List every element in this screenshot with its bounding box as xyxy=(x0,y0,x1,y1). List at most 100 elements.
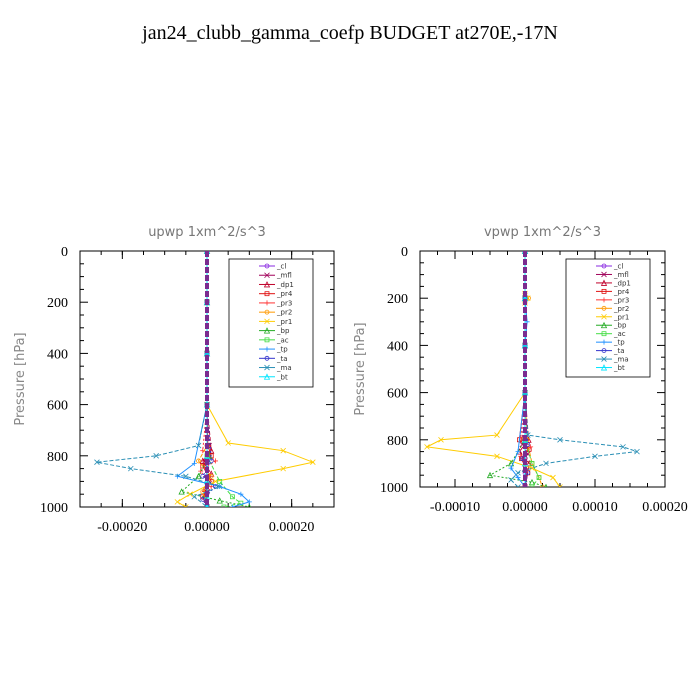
y-tick-label: 1000 xyxy=(380,481,408,496)
legend-label: _pr3 xyxy=(276,299,292,307)
legend-label: _ma xyxy=(613,356,629,364)
series-point-ma xyxy=(191,493,198,500)
series-point-pr2 xyxy=(540,484,545,487)
legend-label: _bp xyxy=(276,327,290,335)
series-point-pr1 xyxy=(424,444,430,450)
series-point-pr1 xyxy=(280,465,286,472)
series-point-ma xyxy=(204,504,210,507)
series-point-pr1 xyxy=(557,484,563,487)
series-point-ta xyxy=(208,458,214,464)
series-point-ma xyxy=(94,459,100,465)
series-point-pr1 xyxy=(212,478,219,485)
x-tick-label: 0.00020 xyxy=(269,520,315,535)
legend-marker xyxy=(601,339,607,345)
series-point-ma xyxy=(515,484,521,487)
series-point-ac xyxy=(529,460,535,466)
legend-box xyxy=(228,258,314,388)
series-point-tp xyxy=(515,475,521,481)
data-layer xyxy=(94,251,316,507)
series-point-dp1 xyxy=(199,457,206,464)
legend-label: _bt xyxy=(276,373,288,381)
plot-title: upwp 1xm^2/s^3 xyxy=(148,225,266,240)
y-axis-label: Pressure [hPa] xyxy=(13,332,28,425)
series-point-bp xyxy=(195,472,202,480)
series-point-tp xyxy=(515,449,521,455)
legend-label: _pr2 xyxy=(613,305,629,313)
legend-label: _pr1 xyxy=(613,313,629,321)
series-point-pr3 xyxy=(198,468,204,474)
legend-label: _dp1 xyxy=(613,279,631,287)
y-tick-label: 400 xyxy=(47,347,68,362)
series-point-ma xyxy=(592,453,598,460)
series-point-pr1 xyxy=(183,504,189,507)
legend-label: _tp xyxy=(613,339,625,347)
series-point-pr1 xyxy=(280,447,286,454)
series-point-pr1 xyxy=(494,453,500,460)
legend-marker xyxy=(264,300,270,306)
y-tick-label: 800 xyxy=(47,450,68,465)
y-tick-label: 0 xyxy=(61,245,68,260)
x-tick-label: 0.00000 xyxy=(184,520,230,535)
y-tick-label: 800 xyxy=(387,434,408,449)
y-tick-label: 600 xyxy=(387,387,408,402)
series-point-ta xyxy=(200,473,206,479)
plot-vpwp: vpwp 1xm^2/s^3 Pressure [hPa] 0 200 400 600 80… xyxy=(353,225,688,515)
legend-label: _ta xyxy=(276,355,288,363)
x-tick-label: 0.00000 xyxy=(502,500,548,515)
legend-label: _ac xyxy=(613,330,626,338)
legend-marker xyxy=(264,309,270,315)
series-point-pr1 xyxy=(225,440,231,446)
series-point-pr3 xyxy=(212,458,218,464)
legend-label: _cl xyxy=(613,263,623,271)
series-point-ma xyxy=(128,465,134,472)
series-point-ma xyxy=(183,473,189,480)
legend-label: _bt xyxy=(613,364,625,372)
legend-marker xyxy=(601,348,607,354)
data-layer xyxy=(424,251,640,487)
legend-label: _pr4 xyxy=(276,290,293,298)
legend-marker xyxy=(601,305,607,311)
legend-marker xyxy=(264,318,270,325)
y-tick-label: 200 xyxy=(387,292,408,307)
series-point-pr2 xyxy=(196,458,201,464)
legend-marker xyxy=(601,331,607,337)
series-point-bp xyxy=(486,471,494,479)
legend-box xyxy=(565,258,651,378)
series-point-ma xyxy=(515,470,521,476)
series-point-ma xyxy=(620,444,626,450)
legend-marker xyxy=(601,288,607,294)
series-point-ma xyxy=(634,448,640,455)
y-tick-label: 1000 xyxy=(40,501,68,516)
series-point-tp xyxy=(246,499,252,505)
legend-label: _pr2 xyxy=(276,309,292,317)
series-point-ac xyxy=(529,484,535,487)
plot-title: vpwp 1xm^2/s^3 xyxy=(484,225,601,240)
series-line-pr1 xyxy=(425,251,561,487)
legend-marker xyxy=(600,321,608,329)
legend-label: _pr3 xyxy=(613,296,629,304)
series-point-tp xyxy=(508,465,514,471)
series-point-pr3 xyxy=(518,434,524,440)
legend-marker xyxy=(264,346,270,352)
series-point-pr1 xyxy=(310,459,316,465)
series-point-ac xyxy=(221,504,227,507)
series-point-bp xyxy=(178,488,185,495)
legend-marker xyxy=(264,272,270,279)
y-tick-label: 600 xyxy=(47,399,68,414)
series-point-dp1 xyxy=(526,460,533,467)
legend-marker xyxy=(264,355,270,361)
series-point-ma xyxy=(543,460,549,467)
legend-label: _ma xyxy=(276,364,292,372)
legend-marker xyxy=(601,263,607,269)
series-point-tp xyxy=(238,491,244,497)
legend-marker xyxy=(601,313,607,320)
series-point-bp xyxy=(216,497,223,504)
legend-label: _ta xyxy=(613,347,625,355)
series-point-ma xyxy=(216,483,223,490)
series-point-ma xyxy=(508,477,514,483)
series-point-ac xyxy=(238,500,244,506)
legend-marker xyxy=(601,297,607,303)
series-point-ma xyxy=(153,453,159,459)
legend-marker xyxy=(264,263,270,269)
